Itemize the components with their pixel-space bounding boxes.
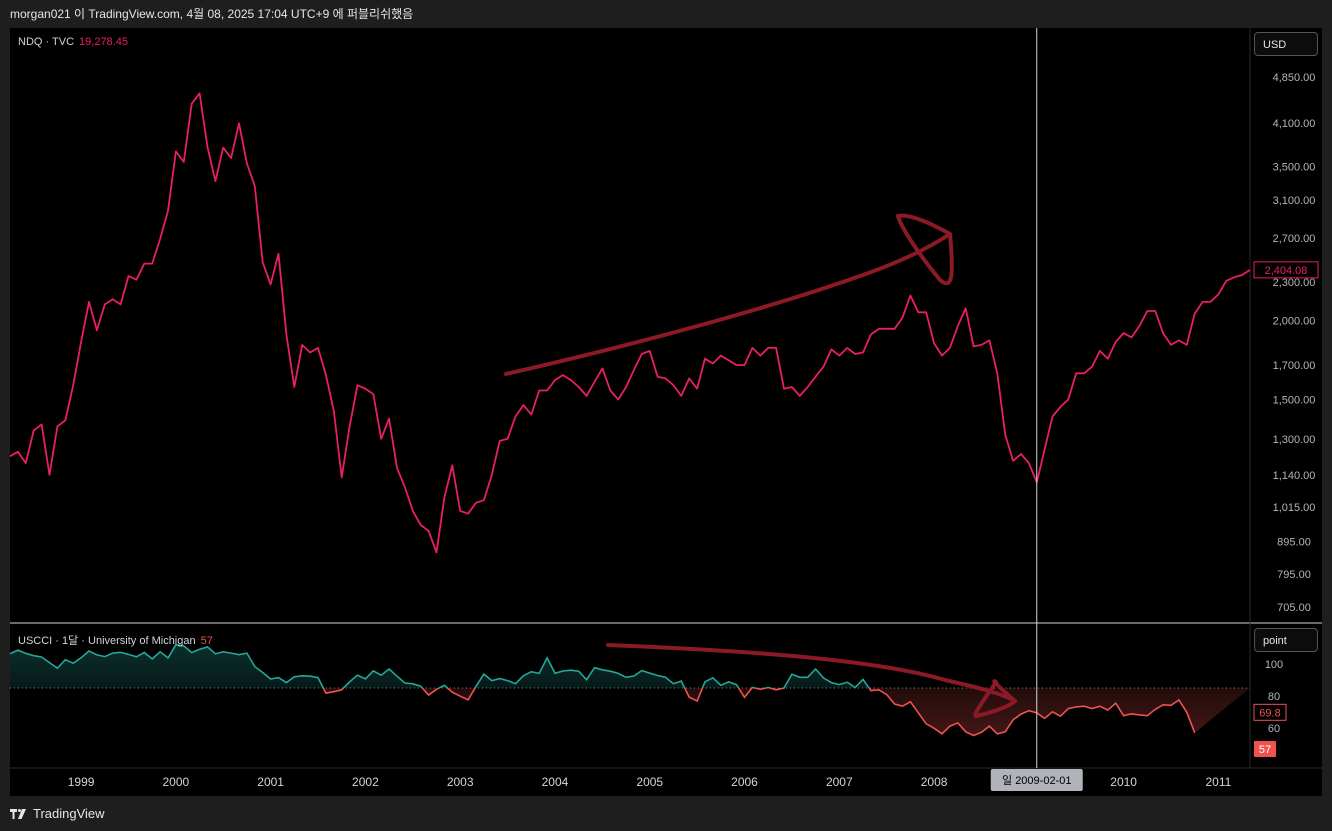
crosshair-date-label: 일 2009-02-01 [1002,773,1071,787]
last-price-label: 2,404.08 [1265,265,1308,277]
sub-unit-button[interactable]: point [1254,628,1318,652]
price-tick-label: 3,100.00 [1273,195,1316,207]
ndq-price-line [10,92,1251,554]
sub-tick-label: 100 [1265,659,1283,671]
crosshair-date-box [990,769,1083,791]
sub-last-label: 69.8 [1259,707,1280,719]
trend-arrow-up-line [504,232,952,376]
brand-label: TradingView [33,805,105,821]
sub-fill-above [10,644,1250,688]
currency-unit-button[interactable]: USD [1254,32,1318,56]
price-tick-label: 2,300.00 [1273,277,1316,289]
time-tick-label: 1999 [68,775,95,789]
price-tick-label: 795.00 [1277,569,1311,581]
time-tick-label: 2005 [636,775,663,789]
price-tick-label: 895.00 [1277,536,1311,548]
price-tick-label: 3,500.00 [1273,162,1316,174]
main-legend: NDQ · TVC 19,278.45 [18,36,128,48]
sub-current-label: 57 [1259,744,1271,756]
trend-arrow-up-head [896,213,954,286]
price-tick-label: 1,500.00 [1273,395,1316,407]
time-tick-label: 2003 [447,775,474,789]
last-price-box [1253,261,1319,279]
main-value: 19,278.45 [79,36,128,48]
publish-caption: morgan021 이 TradingView.com, 4월 08, 2025… [0,0,1332,28]
sub-title: USCCI · 1달 · University of Michigan [18,635,196,647]
sub-fill-below [10,688,1250,736]
sub-tick-label: 80 [1268,691,1280,703]
tradingview-brand[interactable]: TradingView [10,805,105,821]
sub-tick-label: 60 [1268,723,1280,735]
uscci-line-below [322,688,1196,737]
time-tick-label: 2011 [1206,775,1232,789]
uscci-line-above [10,643,871,688]
price-tick-label: 4,850.00 [1273,72,1316,84]
price-tick-label: 705.00 [1277,602,1311,614]
chart-frame[interactable]: 4,850.00 4,100.00 3,500.00 3,100.00 2,700.00… [10,28,1322,796]
price-tick-label: 2,700.00 [1273,233,1316,245]
chart-svg[interactable]: 4,850.00 4,100.00 3,500.00 3,100.00 2,700.00… [10,28,1322,796]
price-tick-label: 4,100.00 [1273,118,1316,130]
footer: TradingView [0,796,1332,831]
main-symbol: NDQ · TVC [18,36,75,48]
time-tick-label: 2004 [542,775,569,789]
price-tick-label: 1,300.00 [1273,434,1316,446]
sub-current-box [1254,741,1276,757]
time-tick-label: 2001 [257,775,284,789]
time-tick-label: 2007 [826,775,853,789]
sub-last-box [1253,703,1287,721]
tradingview-logo-icon [10,809,26,819]
price-tick-label: 1,700.00 [1273,360,1316,372]
time-tick-label: 2000 [163,775,190,789]
price-tick-label: 1,015.00 [1273,502,1316,514]
trend-arrow-down-head [973,679,1017,718]
time-tick-label: 2010 [1110,775,1137,789]
price-tick-label: 2,000.00 [1273,315,1316,327]
sub-legend: USCCI · 1달 · University of Michigan 57 [18,632,213,648]
time-tick-label: 2002 [352,775,379,789]
sub-value: 57 [200,635,213,647]
time-tick-label: 2008 [921,775,948,789]
price-tick-label: 1,140.00 [1273,470,1316,482]
time-tick-label: 2006 [731,775,758,789]
